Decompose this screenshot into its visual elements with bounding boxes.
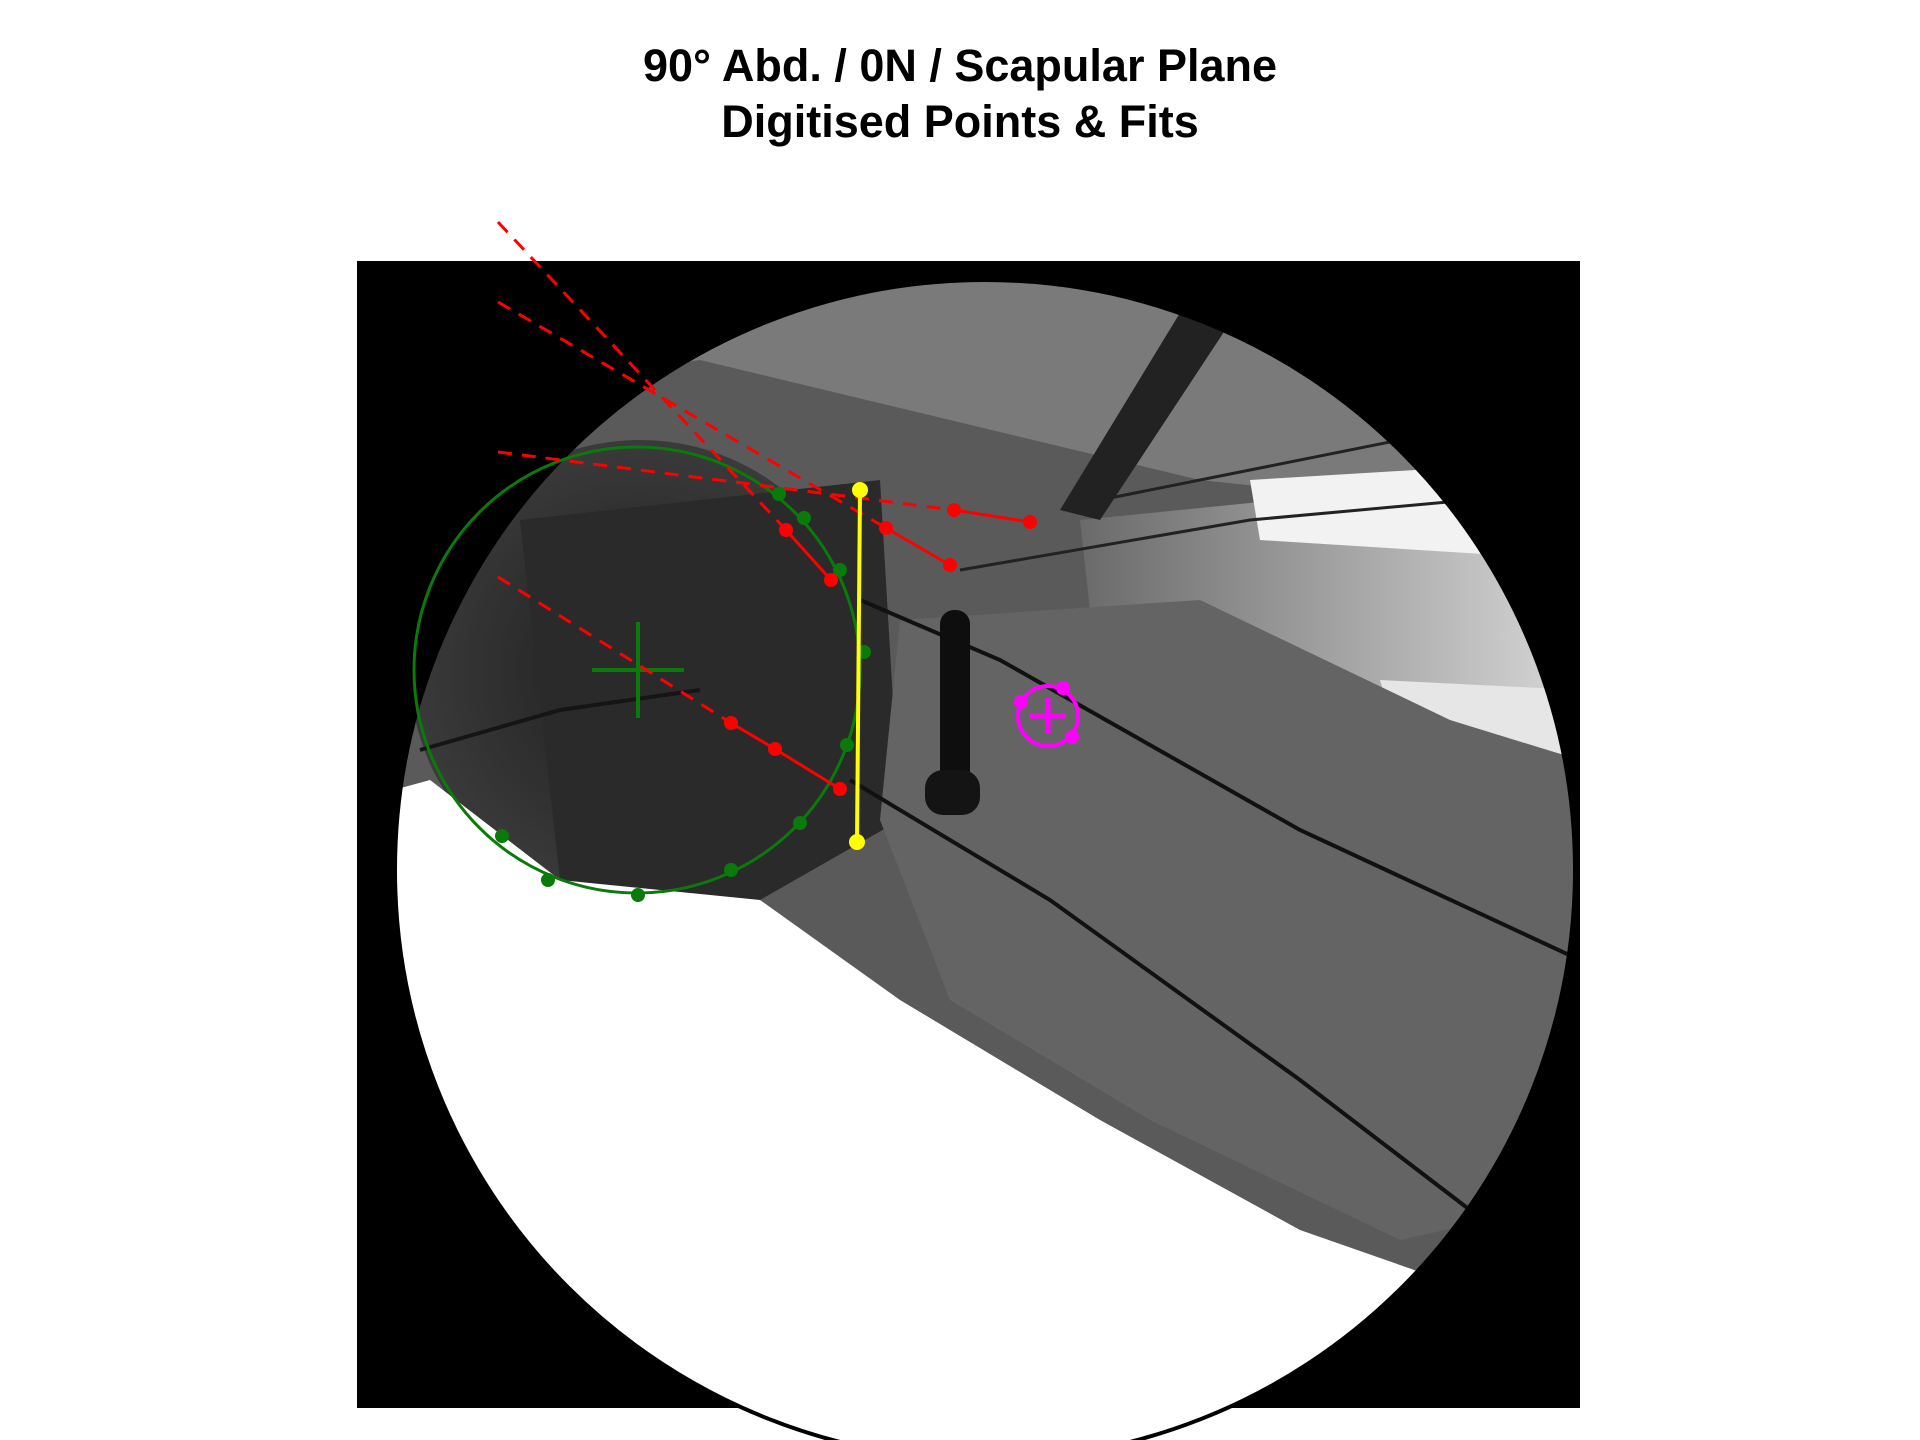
digitised-point — [879, 521, 893, 535]
glenoid-lines — [496, 220, 955, 725]
digitised-point — [541, 873, 555, 887]
digitised-point — [724, 716, 738, 730]
figure-title-line2: Digitised Points & Fits — [721, 96, 1199, 147]
segment — [953, 508, 1031, 524]
dashed-line — [497, 450, 955, 512]
marker-fit — [1014, 681, 1080, 748]
digitised-point — [772, 487, 786, 501]
digitised-point — [943, 558, 957, 572]
axis-endpoint — [852, 482, 868, 498]
implant-screw — [925, 610, 980, 815]
digitised-point — [631, 888, 645, 902]
digitised-point — [1014, 695, 1028, 709]
digitised-point — [495, 829, 509, 843]
glenoid-axis — [849, 482, 868, 850]
axis-line — [855, 489, 862, 843]
digitised-point — [1023, 515, 1037, 529]
digitised-point — [840, 738, 854, 752]
marker-circle — [1016, 684, 1080, 748]
digitised-point — [833, 782, 847, 796]
glenoid-segments — [724, 503, 1037, 796]
digitised-point — [833, 563, 847, 577]
digitised-point — [779, 523, 793, 537]
figure-title-line1: 90° Abd. / 0N / Scapular Plane — [642, 40, 1278, 91]
digitised-point — [797, 511, 811, 525]
segment — [885, 526, 951, 567]
dashed-line — [497, 575, 732, 725]
axis-endpoint — [849, 834, 865, 850]
digitised-point — [1065, 730, 1079, 744]
fov-rim — [393, 278, 1577, 1440]
digitised-point — [947, 503, 961, 517]
digitised-point — [768, 742, 782, 756]
digitised-point — [793, 816, 807, 830]
digitised-point — [824, 573, 838, 587]
segment — [784, 528, 833, 582]
digitised-point — [724, 863, 738, 877]
digitised-point — [1056, 681, 1070, 695]
dashed-line — [497, 300, 887, 530]
